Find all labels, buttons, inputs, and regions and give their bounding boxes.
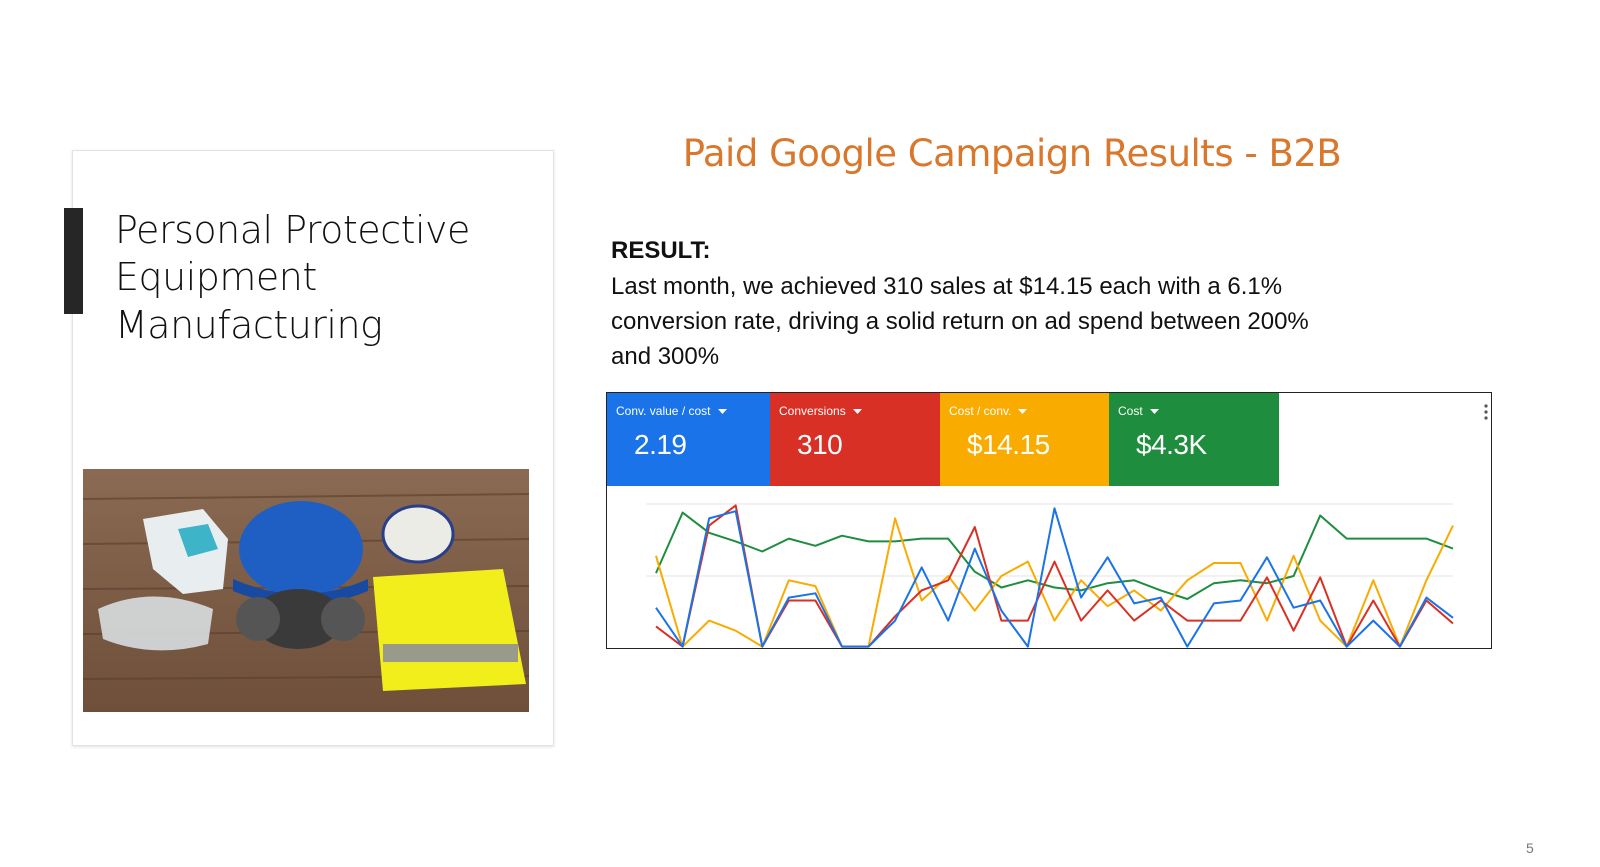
kpi-card[interactable]: Conversions 310: [770, 393, 940, 486]
result-text: and 300%: [611, 343, 720, 370]
dropdown-arrow[interactable]: [1018, 409, 1028, 415]
series-line: [655, 504, 1454, 648]
kpi-card[interactable]: Conv. value / cost 2.19: [607, 393, 770, 486]
line-chart: [646, 503, 1454, 648]
result-text: Last month, we achieved 310 sales at $14…: [611, 273, 1283, 300]
series-line: [655, 517, 1454, 648]
kpi-card[interactable]: Cost / conv. $14.15: [940, 393, 1109, 486]
result-text: conversion rate, driving a solid return …: [611, 308, 1309, 335]
kpi-value: $14.15: [967, 429, 1050, 460]
arrow: [1018, 409, 1028, 414]
series-line: [655, 511, 1454, 600]
ppe-photo: [83, 469, 529, 712]
kpi-value: 310: [797, 429, 843, 460]
kpi-label: Conversions: [779, 404, 863, 418]
dropdown-arrow[interactable]: [1149, 409, 1160, 415]
kpi-label: Cost / conv.: [949, 404, 1028, 418]
arrow: [1149, 409, 1159, 414]
accent-bar: [64, 208, 83, 314]
heading: Paid Google Campaign Results - B2B: [682, 132, 1342, 175]
kpi-label: Cost: [1118, 404, 1160, 418]
page-number: 5: [1526, 840, 1534, 856]
left-title: Equipment: [115, 255, 317, 299]
kpi-card[interactable]: Cost $4.3K: [1109, 393, 1279, 486]
arrow: [717, 409, 727, 414]
card: [72, 150, 554, 746]
kpi-value: $4.3K: [1136, 429, 1207, 460]
kpi-value: 2.19: [634, 429, 687, 460]
ads-widget: Conv. value / cost 2.19 Conversions 310 Cost…: [606, 392, 1492, 649]
result-label: RESULT:: [611, 237, 711, 264]
arrow: [852, 409, 862, 414]
series-line: [655, 507, 1454, 648]
left-title: Manufacturing: [115, 303, 383, 347]
left-title: Personal Protective: [115, 208, 470, 252]
dropdown-arrow[interactable]: [717, 409, 728, 415]
dropdown-arrow[interactable]: [852, 409, 863, 415]
menu-icon[interactable]: [1483, 403, 1489, 421]
kpi-label: Conv. value / cost: [616, 404, 728, 418]
